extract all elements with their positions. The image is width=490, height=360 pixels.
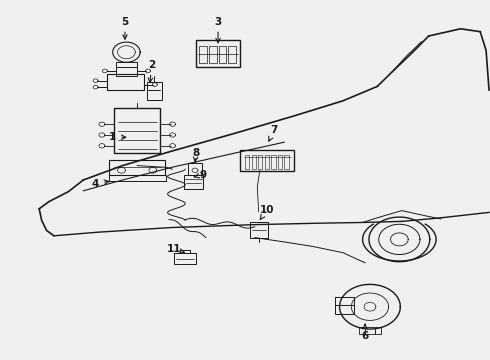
Bar (219, 46, 226, 63)
Bar (335, 297, 354, 314)
Bar (147, 82, 162, 100)
Bar (278, 155, 282, 169)
Text: 2: 2 (148, 60, 155, 82)
Text: 7: 7 (269, 125, 278, 141)
Text: 3: 3 (215, 17, 221, 43)
Text: 1: 1 (109, 132, 126, 142)
Bar (271, 155, 275, 169)
Bar (109, 160, 165, 175)
Bar (245, 155, 249, 169)
Bar (188, 163, 202, 175)
Bar (265, 155, 269, 169)
Bar (209, 46, 217, 63)
Text: 10: 10 (260, 204, 274, 220)
Bar (228, 46, 236, 63)
Bar (184, 175, 203, 189)
Bar (107, 74, 144, 90)
Text: 11: 11 (167, 244, 184, 254)
Bar (174, 253, 196, 264)
Text: 5: 5 (122, 17, 128, 39)
Text: 4: 4 (92, 179, 109, 189)
Bar (284, 155, 289, 169)
Text: 9: 9 (194, 170, 207, 180)
Text: 8: 8 (193, 148, 199, 162)
Bar (199, 46, 207, 63)
Bar (258, 155, 263, 169)
Bar (359, 327, 381, 334)
Bar (114, 108, 160, 153)
Bar (251, 155, 256, 169)
Bar (196, 40, 240, 67)
Bar (250, 222, 268, 238)
Bar (240, 150, 294, 171)
Text: 6: 6 (362, 324, 368, 341)
Bar (116, 62, 137, 76)
